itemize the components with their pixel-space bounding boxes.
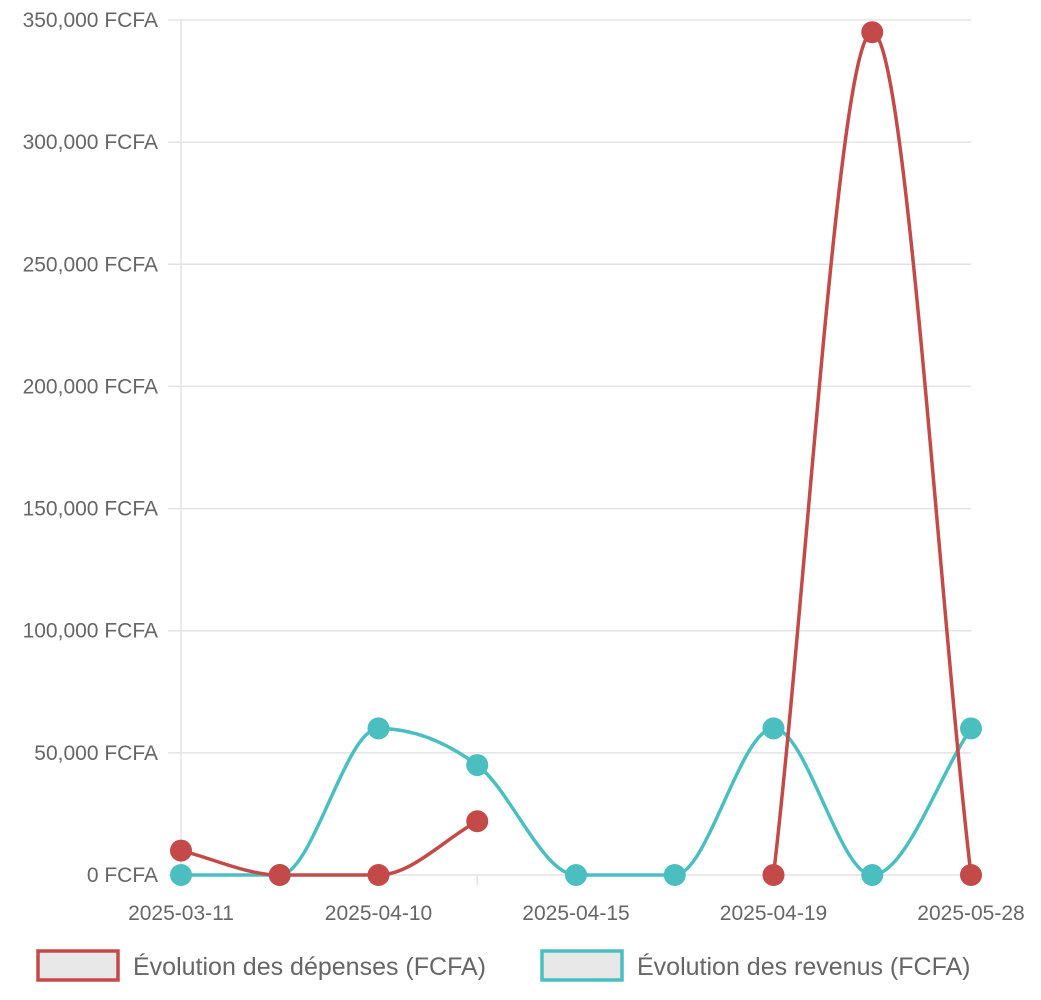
- legend-label[interactable]: Évolution des dépenses (FCFA): [133, 952, 486, 981]
- data-point[interactable]: [466, 810, 489, 833]
- x-tick-label: 2025-03-11: [128, 902, 234, 925]
- y-tick-label: 150,000 FCFA: [23, 498, 158, 521]
- y-tick-label: 250,000 FCFA: [23, 253, 158, 276]
- y-tick-label: 300,000 FCFA: [23, 131, 158, 154]
- x-tick-label: 2025-04-10: [325, 902, 432, 925]
- x-axis-ticks: 2025-03-11 2025-04-10 2025-04-15 2025-04-19…: [128, 902, 1025, 925]
- y-tick-label: 100,000 FCFA: [23, 620, 158, 643]
- data-point[interactable]: [960, 864, 982, 886]
- series-line: [181, 726, 973, 877]
- x-tick-label: 2025-04-15: [522, 902, 629, 925]
- data-point[interactable]: [762, 864, 785, 886]
- legend-label[interactable]: Évolution des revenus (FCFA): [637, 952, 970, 981]
- data-point[interactable]: [861, 21, 884, 44]
- data-point[interactable]: [170, 864, 192, 886]
- x-tick-label: 2025-04-19: [720, 902, 827, 925]
- y-tick-label: 50,000 FCFA: [34, 742, 158, 765]
- data-point[interactable]: [170, 839, 192, 862]
- y-axis-ticks: 0 FCFA 50,000 FCFA 100,000 FCFA 150,000 FCF…: [23, 9, 158, 887]
- data-point[interactable]: [367, 717, 390, 740]
- y-tick-label: 0 FCFA: [87, 864, 158, 887]
- data-point[interactable]: [762, 717, 785, 740]
- y-tick-label: 350,000 FCFA: [23, 9, 158, 32]
- legend-swatch[interactable]: [540, 949, 624, 982]
- grid: [168, 19, 972, 887]
- legend[interactable]: Évolution des dépenses (FCFA) Évolution d…: [36, 949, 970, 982]
- y-tick-label: 200,000 FCFA: [23, 375, 158, 398]
- data-point[interactable]: [861, 864, 884, 886]
- data-point[interactable]: [367, 864, 390, 886]
- data-point[interactable]: [663, 864, 686, 886]
- data-point[interactable]: [268, 864, 291, 886]
- data-point[interactable]: [466, 754, 489, 777]
- series-line: [771, 30, 973, 876]
- data-point[interactable]: [960, 717, 982, 740]
- series: [170, 21, 982, 886]
- legend-swatch[interactable]: [36, 949, 120, 982]
- x-tick-label: 2025-05-28: [917, 902, 1024, 925]
- series-line: [180, 819, 479, 877]
- data-point[interactable]: [565, 864, 587, 886]
